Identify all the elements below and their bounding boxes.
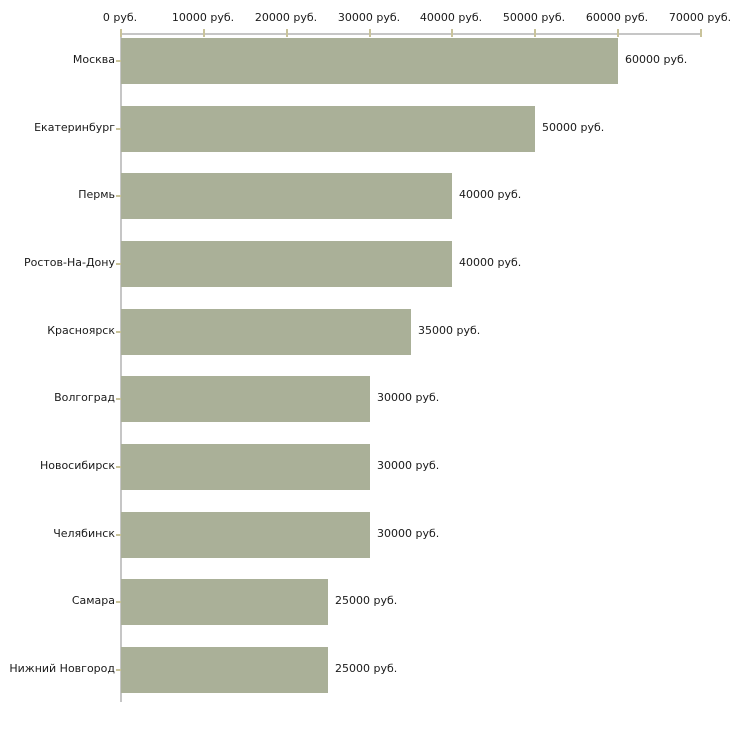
bar	[121, 38, 618, 84]
bar-value-label: 40000 руб.	[459, 188, 522, 201]
bar	[121, 444, 370, 490]
y-axis-tick-mark	[116, 601, 121, 603]
x-axis-tick-mark	[534, 29, 536, 37]
x-axis-tick-mark	[451, 29, 453, 37]
x-axis-tick-label: 20000 руб.	[254, 11, 318, 24]
bar-value-label: 25000 руб.	[335, 594, 398, 607]
x-axis-tick-mark	[203, 29, 205, 37]
y-axis-category-label: Ростов-На-Дону	[23, 256, 115, 269]
bar	[121, 173, 452, 219]
y-axis-category-label: Екатеринбург	[34, 121, 115, 134]
y-axis-category-label: Челябинск	[53, 527, 115, 540]
x-axis-tick-mark	[286, 29, 288, 37]
x-axis-tick-label: 60000 руб.	[585, 11, 649, 24]
y-axis-category-label: Пермь	[78, 188, 115, 201]
y-axis-tick-mark	[116, 466, 121, 468]
bar-value-label: 35000 руб.	[418, 324, 481, 337]
y-axis-tick-mark	[116, 534, 121, 536]
y-axis-tick-mark	[116, 669, 121, 671]
x-axis-tick-mark	[120, 29, 122, 37]
y-axis-tick-mark	[116, 60, 121, 62]
bar-value-label: 40000 руб.	[459, 256, 522, 269]
x-axis-tick-label: 0 руб.	[102, 11, 138, 24]
bar	[121, 241, 452, 287]
y-axis-category-label: Волгоград	[54, 391, 115, 404]
y-axis-category-label: Новосибирск	[39, 459, 115, 472]
x-axis-tick-label: 30000 руб.	[337, 11, 401, 24]
bar-value-label: 60000 руб.	[625, 53, 688, 66]
y-axis-tick-mark	[116, 195, 121, 197]
y-axis-tick-mark	[116, 331, 121, 333]
x-axis-tick-label: 70000 руб.	[668, 11, 730, 24]
x-axis-tick-mark	[700, 29, 702, 37]
x-axis-tick-label: 10000 руб.	[171, 11, 235, 24]
x-axis-tick-mark	[617, 29, 619, 37]
y-axis-tick-mark	[116, 398, 121, 400]
bar	[121, 309, 411, 355]
y-axis-category-label: Москва	[72, 53, 115, 66]
bar-value-label: 30000 руб.	[377, 391, 440, 404]
bar	[121, 106, 535, 152]
y-axis-tick-mark	[116, 263, 121, 265]
y-axis-category-label: Нижний Новгород	[9, 662, 115, 675]
x-axis-tick-mark	[369, 29, 371, 37]
y-axis-tick-mark	[116, 128, 121, 130]
bar-value-label: 30000 руб.	[377, 459, 440, 472]
bar	[121, 647, 328, 693]
bar-value-label: 30000 руб.	[377, 527, 440, 540]
bar-value-label: 25000 руб.	[335, 662, 398, 675]
bar	[121, 579, 328, 625]
x-axis-line	[120, 33, 702, 35]
x-axis-tick-label: 50000 руб.	[502, 11, 566, 24]
y-axis-line	[120, 33, 122, 702]
x-axis-tick-label: 40000 руб.	[419, 11, 483, 24]
bar	[121, 376, 370, 422]
y-axis-category-label: Самара	[71, 594, 115, 607]
bar-value-label: 50000 руб.	[542, 121, 605, 134]
bar	[121, 512, 370, 558]
y-axis-category-label: Красноярск	[47, 324, 115, 337]
